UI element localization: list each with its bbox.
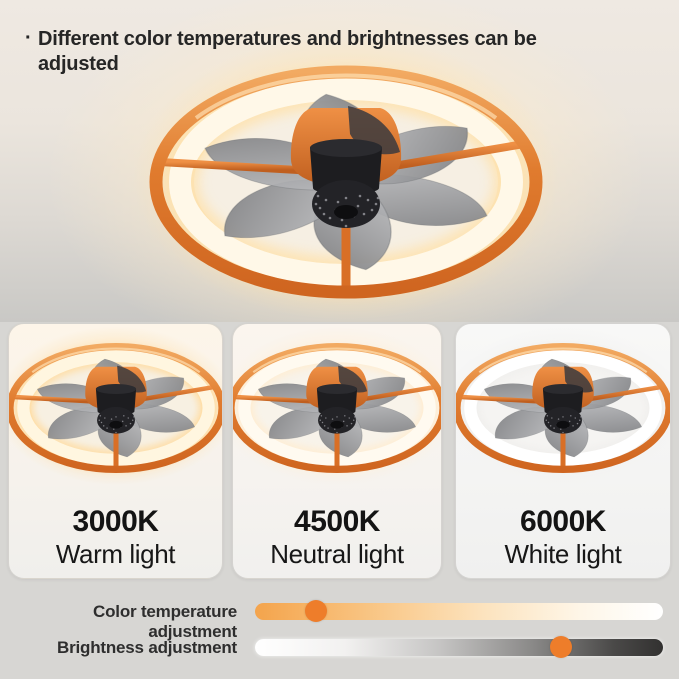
color-temperature-slider-label: Color temperature adjustment xyxy=(93,602,237,641)
fan-image-neutral xyxy=(233,324,441,492)
fan-product-image xyxy=(131,32,561,322)
light-mode-label-white: White light xyxy=(504,539,622,569)
panel-neutral-light: 4500K Neutral light xyxy=(232,323,442,579)
panel-white-light: 6000K White light xyxy=(455,323,671,579)
headline: · Different color temperatures and brigh… xyxy=(25,27,568,77)
brightness-slider-label: Brightness adjustment xyxy=(57,638,237,657)
kelvin-value-warm: 3000K xyxy=(72,505,159,538)
fan-image-white xyxy=(456,324,670,492)
brightness-slider-track[interactable] xyxy=(255,636,663,658)
kelvin-value-neutral: 4500K xyxy=(294,505,380,538)
fan-image-warm xyxy=(9,324,222,492)
light-mode-label-neutral: Neutral light xyxy=(270,539,404,569)
bullet-dot: · xyxy=(25,27,32,49)
headline-text: Different color temperatures and brightn… xyxy=(38,28,537,76)
color-temperature-slider-knob[interactable] xyxy=(305,600,328,622)
brightness-slider-knob[interactable] xyxy=(550,636,572,658)
product-photo-section: · Different color temperatures and brigh… xyxy=(0,0,679,322)
panel-warm-light: 3000K Warm light xyxy=(8,323,223,579)
color-temperature-slider-track[interactable] xyxy=(255,600,663,622)
kelvin-value-white: 6000K xyxy=(520,505,606,538)
light-mode-label-warm: Warm light xyxy=(55,539,176,569)
